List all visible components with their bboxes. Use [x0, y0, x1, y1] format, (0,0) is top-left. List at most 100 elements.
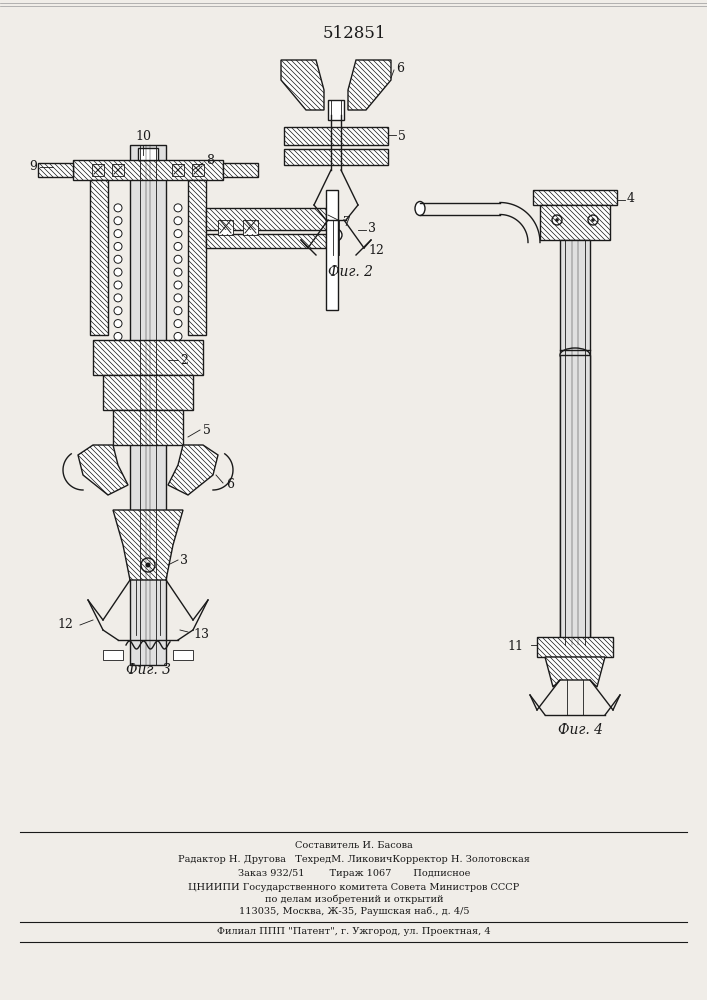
- Polygon shape: [168, 445, 218, 495]
- Polygon shape: [348, 60, 391, 110]
- Polygon shape: [540, 205, 610, 240]
- Polygon shape: [223, 163, 258, 177]
- Polygon shape: [90, 180, 108, 335]
- Circle shape: [174, 204, 182, 212]
- Text: по делам изобретений и открытий: по делам изобретений и открытий: [264, 894, 443, 904]
- Text: 11: 11: [507, 641, 523, 654]
- Text: 6: 6: [226, 479, 234, 491]
- Circle shape: [114, 242, 122, 250]
- Circle shape: [591, 218, 595, 222]
- Text: 13: 13: [193, 629, 209, 642]
- Text: Заказ 932/51        Тираж 1067       Подписное: Заказ 932/51 Тираж 1067 Подписное: [238, 869, 470, 879]
- Circle shape: [174, 371, 182, 379]
- Polygon shape: [206, 208, 326, 230]
- Circle shape: [114, 281, 122, 289]
- Bar: [192, 164, 204, 176]
- Polygon shape: [78, 445, 128, 495]
- Bar: [218, 220, 233, 235]
- Circle shape: [114, 204, 122, 212]
- Bar: [112, 164, 124, 176]
- Text: Филиал ППП "Патент", г. Ужгород, ул. Проектная, 4: Филиал ППП "Патент", г. Ужгород, ул. Про…: [217, 928, 491, 936]
- Polygon shape: [188, 180, 206, 335]
- Polygon shape: [113, 410, 183, 445]
- Circle shape: [114, 371, 122, 379]
- Polygon shape: [284, 127, 388, 145]
- Circle shape: [114, 217, 122, 225]
- Text: Фиг. 2: Фиг. 2: [329, 265, 373, 279]
- Text: 6: 6: [396, 62, 404, 75]
- Circle shape: [174, 217, 182, 225]
- Text: Фиг. 3: Фиг. 3: [126, 663, 170, 677]
- Circle shape: [174, 268, 182, 276]
- Circle shape: [174, 307, 182, 315]
- Circle shape: [114, 332, 122, 340]
- Polygon shape: [113, 510, 183, 580]
- Polygon shape: [93, 340, 203, 375]
- Polygon shape: [533, 190, 617, 205]
- Polygon shape: [284, 149, 388, 165]
- Circle shape: [174, 358, 182, 366]
- Text: 3: 3: [180, 554, 188, 566]
- Circle shape: [552, 215, 562, 225]
- Text: 113035, Москва, Ж-35, Раушская наб., д. 4/5: 113035, Москва, Ж-35, Раушская наб., д. …: [239, 906, 469, 916]
- Bar: [326, 190, 338, 310]
- Polygon shape: [281, 60, 324, 110]
- Ellipse shape: [560, 348, 590, 362]
- Bar: [103, 650, 123, 660]
- Bar: [173, 650, 193, 660]
- Polygon shape: [103, 375, 193, 410]
- Circle shape: [330, 229, 342, 241]
- Circle shape: [114, 345, 122, 353]
- Text: 8: 8: [206, 153, 214, 166]
- Circle shape: [174, 345, 182, 353]
- Circle shape: [174, 332, 182, 340]
- Circle shape: [114, 358, 122, 366]
- Bar: [130, 145, 166, 665]
- Bar: [92, 164, 104, 176]
- Bar: [172, 164, 184, 176]
- Text: 7: 7: [343, 216, 351, 229]
- Text: 2: 2: [180, 354, 188, 366]
- Polygon shape: [545, 657, 605, 687]
- Circle shape: [146, 562, 151, 568]
- Circle shape: [114, 268, 122, 276]
- Text: Фиг. 4: Фиг. 4: [558, 723, 602, 737]
- Text: 5: 5: [398, 130, 406, 143]
- Circle shape: [141, 558, 155, 572]
- Circle shape: [555, 218, 559, 222]
- Text: Радактор Н. Другова   ТехредМ. ЛиковичКорректор Н. Золотовская: Радактор Н. Другова ТехредМ. ЛиковичКорр…: [178, 856, 530, 864]
- Text: 3: 3: [368, 222, 376, 234]
- Text: 9: 9: [29, 160, 37, 174]
- Polygon shape: [537, 637, 613, 657]
- Text: 5: 5: [203, 424, 211, 436]
- Circle shape: [334, 232, 339, 237]
- Circle shape: [114, 307, 122, 315]
- Text: 12: 12: [57, 618, 73, 632]
- Text: 4: 4: [627, 192, 635, 205]
- Circle shape: [114, 320, 122, 328]
- Text: 10: 10: [135, 130, 151, 143]
- Circle shape: [588, 215, 598, 225]
- Bar: [560, 240, 590, 645]
- Bar: [243, 220, 258, 235]
- Polygon shape: [73, 160, 223, 180]
- Text: Составитель И. Басова: Составитель И. Басова: [295, 840, 413, 850]
- Text: 512851: 512851: [322, 24, 386, 41]
- Circle shape: [114, 255, 122, 263]
- Ellipse shape: [415, 202, 425, 216]
- Circle shape: [174, 294, 182, 302]
- Text: 12: 12: [368, 243, 384, 256]
- Circle shape: [114, 230, 122, 238]
- Text: ЦНИИПИ Государственного комитета Совета Министров СССР: ЦНИИПИ Государственного комитета Совета …: [188, 882, 520, 892]
- Polygon shape: [206, 234, 326, 248]
- Circle shape: [114, 294, 122, 302]
- Circle shape: [174, 281, 182, 289]
- Bar: [328, 100, 344, 120]
- Circle shape: [174, 320, 182, 328]
- Circle shape: [174, 255, 182, 263]
- Circle shape: [174, 242, 182, 250]
- Circle shape: [174, 230, 182, 238]
- Bar: [560, 355, 590, 645]
- Polygon shape: [38, 163, 73, 177]
- Bar: [138, 148, 158, 160]
